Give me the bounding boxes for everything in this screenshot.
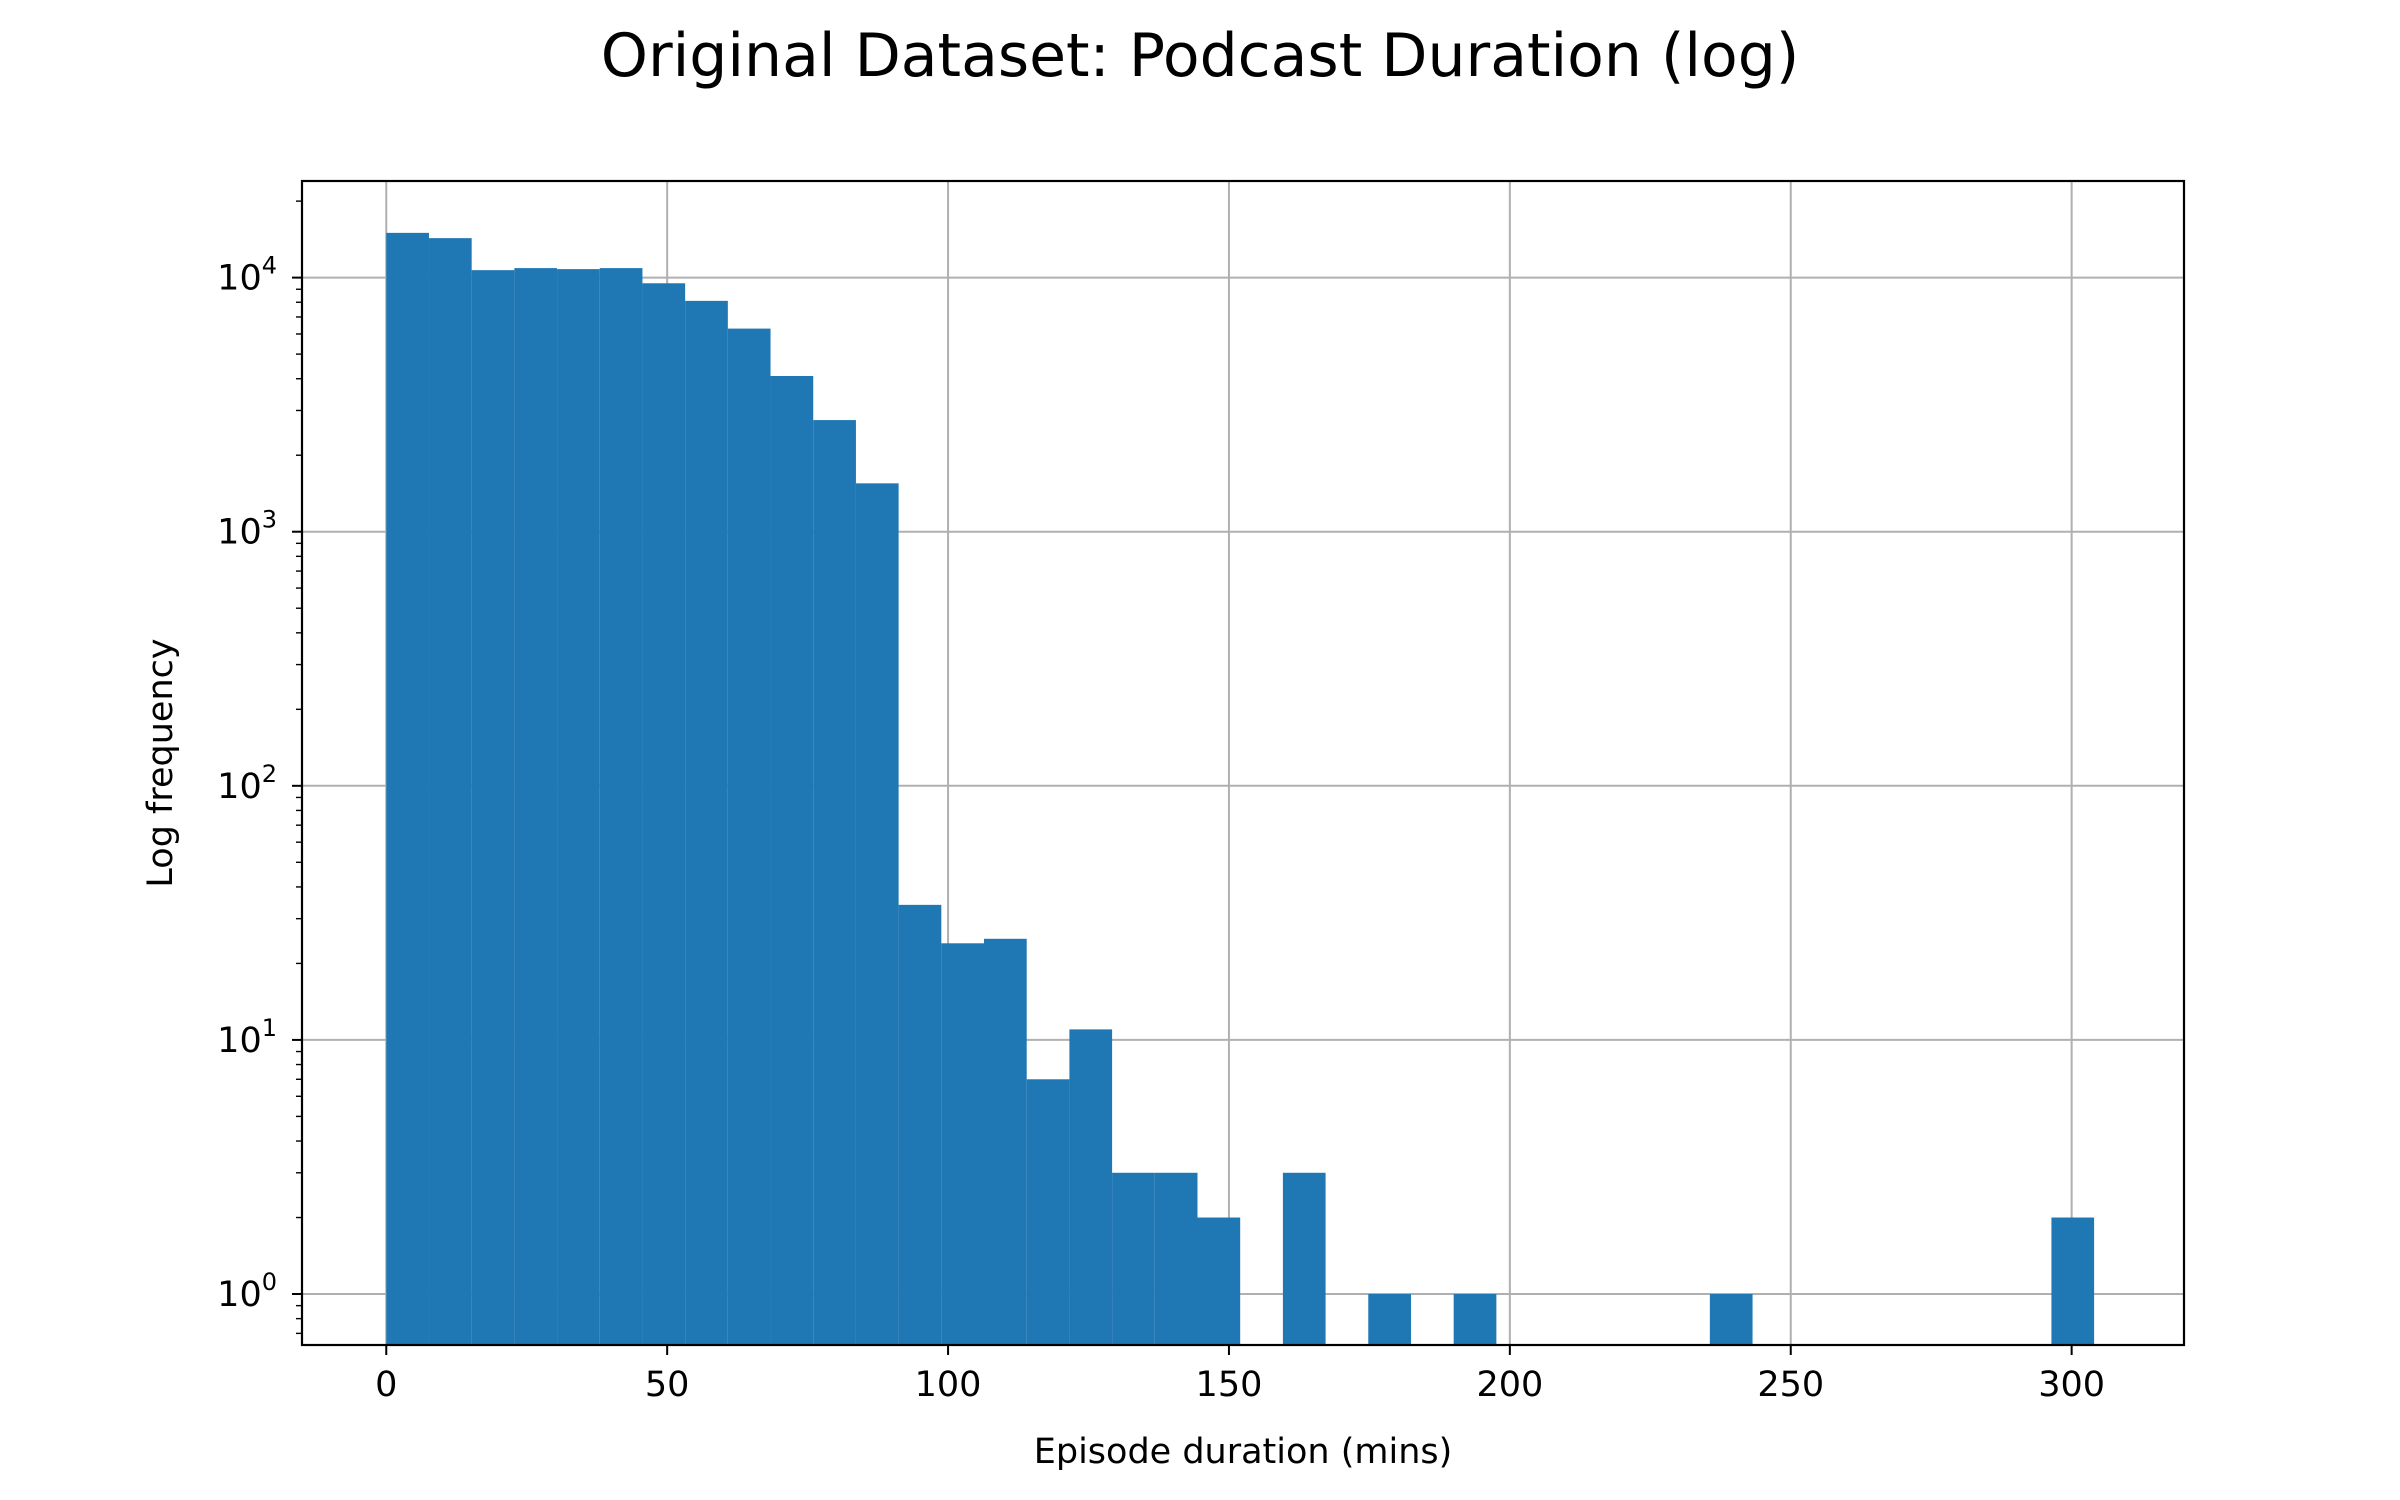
chart-title: Original Dataset: Podcast Duration (log): [601, 21, 1800, 91]
histogram-bar: [1026, 1079, 1070, 1345]
histogram-bar: [642, 283, 686, 1345]
histogram-bar: [514, 268, 558, 1345]
histogram-bar: [1112, 1172, 1155, 1345]
histogram-bar: [1154, 1172, 1198, 1345]
histogram-bar: [941, 943, 985, 1345]
histogram-bar: [1368, 1294, 1411, 1345]
x-axis: 0 50 100 150 200 250 300: [375, 1345, 2105, 1405]
histogram-bar: [813, 420, 856, 1345]
histogram-bar: [386, 232, 429, 1345]
x-tick-label: 0: [375, 1365, 397, 1405]
x-tick-label: 300: [2038, 1365, 2105, 1405]
y-tick-label: 103: [217, 506, 277, 553]
y-axis-label: Log frequency: [141, 638, 181, 887]
histogram-bar: [1709, 1294, 1753, 1345]
x-tick-label: 100: [915, 1365, 982, 1405]
histogram-bar: [1453, 1294, 1497, 1345]
histogram-bar: [557, 269, 600, 1345]
y-tick-label: 102: [217, 760, 277, 807]
histogram-bar: [770, 376, 814, 1345]
bars: [386, 232, 2095, 1346]
histogram-bar: [471, 270, 515, 1346]
y-tick-label: 100: [217, 1268, 277, 1315]
histogram-bar: [1282, 1172, 1326, 1345]
y-tick-label: 104: [217, 252, 277, 299]
x-tick-label: 250: [1757, 1365, 1824, 1405]
histogram-bar: [855, 483, 899, 1345]
x-tick-label: 50: [645, 1365, 690, 1405]
histogram-bar: [2051, 1217, 2095, 1345]
histogram-bar: [898, 904, 942, 1345]
histogram-bar: [984, 938, 1027, 1345]
x-tick-label: 150: [1196, 1365, 1263, 1405]
y-axis: 100 101 102 103 104: [217, 200, 302, 1335]
histogram-bar: [428, 238, 472, 1345]
histogram-bar: [685, 300, 728, 1345]
x-tick-label: 200: [1476, 1365, 1543, 1405]
histogram-bar: [1069, 1029, 1113, 1345]
plot-frame: [300, 179, 2186, 1347]
y-tick-label: 101: [217, 1014, 277, 1061]
histogram-bar: [599, 268, 643, 1345]
x-axis-label: Episode duration (mins): [1034, 1432, 1453, 1472]
histogram-bar: [1197, 1217, 1241, 1345]
histogram-bar: [727, 328, 771, 1345]
